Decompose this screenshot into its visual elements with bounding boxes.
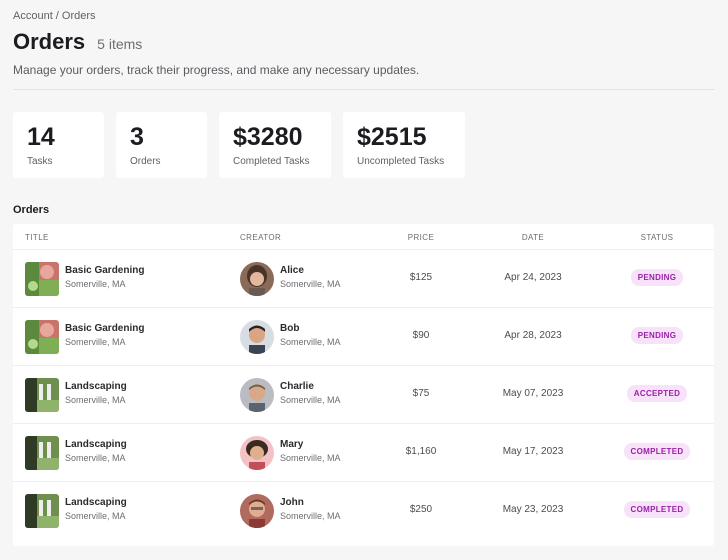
header-creator[interactable]: CREATOR xyxy=(240,233,282,242)
stat-label: Tasks xyxy=(27,156,53,167)
status-badge: PENDING xyxy=(630,327,684,344)
stat-label: Uncompleted Tasks xyxy=(357,156,445,167)
creator-cell: Alice Somerville, MA xyxy=(280,265,341,289)
avatar xyxy=(240,378,274,412)
stat-card-uncompleted: $2515 Uncompleted Tasks xyxy=(343,112,465,178)
status-cell: PENDING xyxy=(607,327,707,344)
creator-cell: John Somerville, MA xyxy=(280,497,341,521)
section-title: Orders xyxy=(13,204,50,216)
creator-location: Somerville, MA xyxy=(280,337,341,347)
header-date[interactable]: DATE xyxy=(521,233,545,242)
stat-card-orders: 3 Orders xyxy=(116,112,207,178)
price-cell: $250 xyxy=(409,504,433,515)
stat-card-tasks: 14 Tasks xyxy=(13,112,104,178)
creator-name: Alice xyxy=(280,265,304,276)
header-title[interactable]: TITLE xyxy=(25,233,49,242)
creator-cell: Bob Somerville, MA xyxy=(280,323,341,347)
creator-name: Bob xyxy=(280,323,300,334)
breadcrumb-account-link[interactable]: Account xyxy=(13,10,53,22)
table-row[interactable]: Basic Gardening Somerville, MA Bob Somer… xyxy=(13,307,714,365)
price-cell: $1,160 xyxy=(405,446,437,457)
gardening-icon xyxy=(25,320,59,354)
avatar xyxy=(240,320,274,354)
landscaping-icon xyxy=(25,494,59,528)
creator-location: Somerville, MA xyxy=(280,511,341,521)
creator-name: John xyxy=(280,497,304,508)
status-cell: COMPLETED xyxy=(607,501,707,518)
stat-value: $3280 xyxy=(233,123,303,151)
order-location: Somerville, MA xyxy=(65,511,126,521)
header-price[interactable]: PRICE xyxy=(407,233,435,242)
page-subtitle: Manage your orders, track their progress… xyxy=(13,63,420,77)
landscaping-icon xyxy=(25,436,59,470)
table-header: TITLE CREATOR PRICE DATE STATUS xyxy=(13,224,714,250)
breadcrumb-separator: / xyxy=(52,10,62,22)
item-count: 5 items xyxy=(97,36,143,52)
table-row[interactable]: Basic Gardening Somerville, MA Alice Som… xyxy=(13,249,714,307)
creator-name: Mary xyxy=(280,439,304,450)
date-cell: Apr 28, 2023 xyxy=(504,330,562,341)
order-location: Somerville, MA xyxy=(65,453,126,463)
title-cell: Landscaping Somerville, MA xyxy=(65,381,127,405)
header-divider xyxy=(13,89,715,90)
order-title: Landscaping xyxy=(65,497,127,508)
status-cell: COMPLETED xyxy=(607,443,707,460)
stat-value: 14 xyxy=(27,123,55,151)
status-badge: PENDING xyxy=(630,269,684,286)
order-title: Basic Gardening xyxy=(65,323,145,334)
order-title: Basic Gardening xyxy=(65,265,145,276)
date-cell: May 17, 2023 xyxy=(502,446,564,457)
order-location: Somerville, MA xyxy=(65,395,126,405)
table-row[interactable]: Landscaping Somerville, MA Mary Somervil… xyxy=(13,423,714,481)
avatar xyxy=(240,494,274,528)
gardening-icon xyxy=(25,262,59,296)
creator-location: Somerville, MA xyxy=(280,279,341,289)
creator-cell: Mary Somerville, MA xyxy=(280,439,341,463)
order-title: Landscaping xyxy=(65,381,127,392)
price-cell: $125 xyxy=(409,272,433,283)
table-row[interactable]: Landscaping Somerville, MA John Somervil… xyxy=(13,481,714,539)
stat-label: Completed Tasks xyxy=(233,156,310,167)
creator-location: Somerville, MA xyxy=(280,453,341,463)
title-cell: Basic Gardening Somerville, MA xyxy=(65,323,144,347)
status-badge: COMPLETED xyxy=(623,443,691,460)
price-cell: $75 xyxy=(412,388,430,399)
title-cell: Basic Gardening Somerville, MA xyxy=(65,265,144,289)
avatar xyxy=(240,436,274,470)
title-row: Orders 5 items xyxy=(13,29,142,55)
date-cell: May 23, 2023 xyxy=(502,504,564,515)
page-title: Orders xyxy=(13,29,86,54)
orders-table: TITLE CREATOR PRICE DATE STATUS Basic Ga… xyxy=(13,224,714,546)
status-cell: ACCEPTED xyxy=(607,385,707,402)
order-location: Somerville, MA xyxy=(65,337,126,347)
avatar xyxy=(240,262,274,296)
stat-label: Orders xyxy=(130,156,161,167)
date-cell: May 07, 2023 xyxy=(502,388,564,399)
title-cell: Landscaping Somerville, MA xyxy=(65,439,127,463)
stats-row: 14 Tasks 3 Orders $3280 Completed Tasks … xyxy=(13,112,465,178)
header-status[interactable]: STATUS xyxy=(640,233,674,242)
order-location: Somerville, MA xyxy=(65,279,126,289)
title-cell: Landscaping Somerville, MA xyxy=(65,497,127,521)
stat-card-completed: $3280 Completed Tasks xyxy=(219,112,331,178)
status-cell: PENDING xyxy=(607,269,707,286)
table-row[interactable]: Landscaping Somerville, MA Charlie Somer… xyxy=(13,365,714,423)
stat-value: $2515 xyxy=(357,123,427,151)
creator-cell: Charlie Somerville, MA xyxy=(280,381,341,405)
stat-value: 3 xyxy=(130,123,144,151)
date-cell: Apr 24, 2023 xyxy=(504,272,562,283)
price-cell: $90 xyxy=(412,330,430,341)
breadcrumb: Account / Orders xyxy=(13,10,96,22)
creator-location: Somerville, MA xyxy=(280,395,341,405)
status-badge: ACCEPTED xyxy=(626,385,688,402)
status-badge: COMPLETED xyxy=(623,501,691,518)
landscaping-icon xyxy=(25,378,59,412)
creator-name: Charlie xyxy=(280,381,314,392)
breadcrumb-orders-link[interactable]: Orders xyxy=(61,10,96,22)
order-title: Landscaping xyxy=(65,439,127,450)
